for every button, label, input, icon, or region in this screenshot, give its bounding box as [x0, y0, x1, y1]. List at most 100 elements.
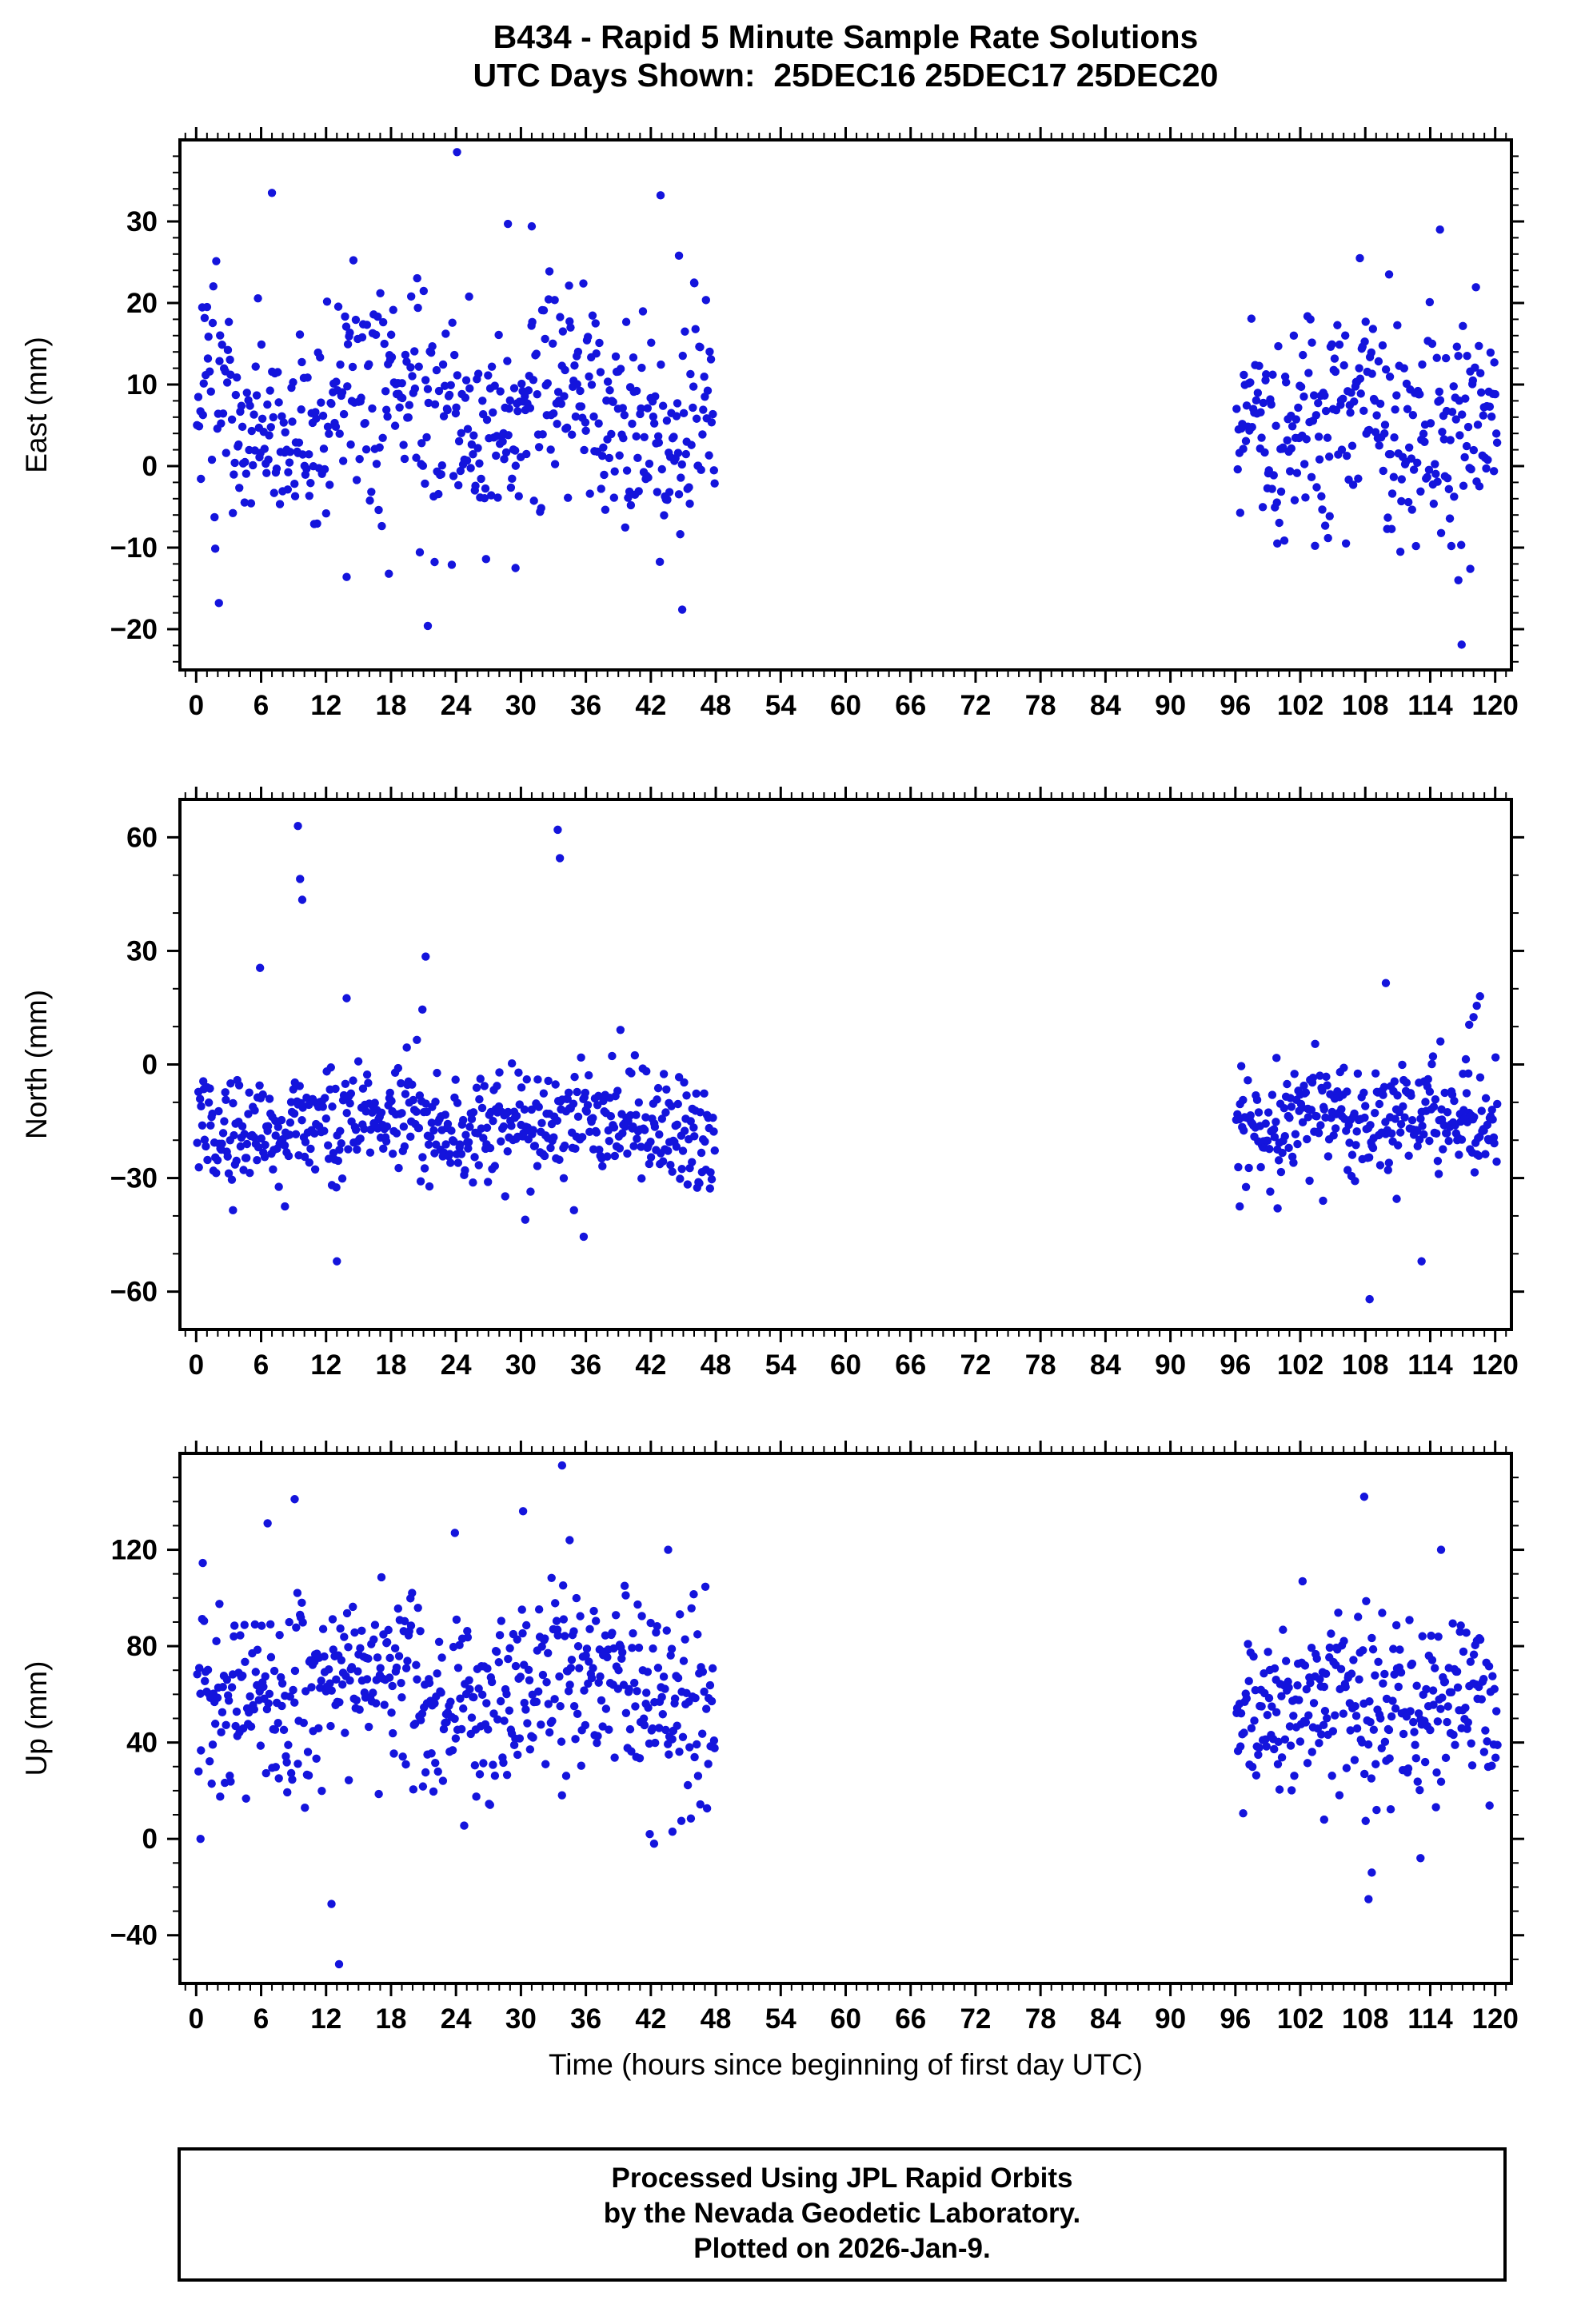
svg-text:120: 120	[1471, 2003, 1518, 2035]
svg-text:48: 48	[701, 690, 732, 721]
svg-text:30: 30	[126, 935, 158, 967]
svg-text:36: 36	[570, 2003, 601, 2035]
svg-text:30: 30	[505, 1349, 537, 1381]
svg-text:72: 72	[960, 1349, 991, 1381]
svg-text:0: 0	[142, 1050, 158, 1081]
svg-text:20: 20	[126, 288, 158, 319]
svg-text:24: 24	[441, 1349, 472, 1381]
north-panel: 0 6 12 18 24 30 36 42 48 54 60 66 72 78 84 90 96 102 108 11…	[20, 787, 1524, 1381]
svg-text:6: 6	[254, 2003, 269, 2035]
svg-text:60: 60	[126, 822, 158, 853]
plot-frame	[178, 798, 1513, 1331]
svg-text:36: 36	[570, 1349, 601, 1381]
svg-text:114: 114	[1407, 1349, 1453, 1381]
svg-text:120: 120	[111, 1535, 158, 1566]
data-points	[193, 1461, 1502, 1969]
axes	[167, 787, 1524, 1342]
svg-text:30: 30	[505, 2003, 537, 2035]
svg-text:84: 84	[1090, 1349, 1121, 1381]
svg-text:0: 0	[142, 1824, 158, 1855]
svg-text:78: 78	[1025, 1349, 1056, 1381]
x-axis-label: Time (hours since beginning of first day…	[548, 2048, 1144, 2081]
footer-line2: by the Nevada Geodetic Laboratory.	[603, 2198, 1081, 2229]
svg-text:30: 30	[126, 206, 158, 237]
svg-text:30: 30	[505, 690, 537, 721]
svg-text:96: 96	[1220, 1349, 1251, 1381]
svg-text:60: 60	[830, 1349, 861, 1381]
svg-text:0: 0	[189, 690, 204, 721]
svg-text:12: 12	[310, 2003, 341, 2035]
svg-text:102: 102	[1277, 2003, 1323, 2035]
axis-labels: 0 6 12 18 24 30 36 42 48 54 60 66 72 78 84 90 96 102 108 11…	[20, 206, 1519, 721]
plot-frame	[178, 138, 1513, 672]
svg-text:54: 54	[765, 690, 796, 721]
svg-text:−60: −60	[110, 1277, 158, 1308]
svg-text:10: 10	[126, 369, 158, 401]
svg-text:6: 6	[254, 1349, 269, 1381]
svg-text:0: 0	[142, 451, 158, 482]
svg-text:84: 84	[1090, 2003, 1121, 2035]
svg-text:0: 0	[189, 1349, 204, 1381]
svg-text:108: 108	[1342, 690, 1388, 721]
svg-text:90: 90	[1155, 1349, 1186, 1381]
svg-text:−10: −10	[110, 532, 158, 564]
svg-text:66: 66	[895, 1349, 926, 1381]
svg-text:6: 6	[254, 690, 269, 721]
svg-text:54: 54	[765, 2003, 796, 2035]
svg-text:72: 72	[960, 2003, 991, 2035]
svg-text:24: 24	[441, 690, 472, 721]
svg-text:60: 60	[830, 2003, 861, 2035]
svg-text:108: 108	[1342, 2003, 1388, 2035]
svg-text:48: 48	[701, 1349, 732, 1381]
svg-text:114: 114	[1407, 2003, 1453, 2035]
y-axis-label: North (mm)	[20, 990, 53, 1139]
svg-text:114: 114	[1407, 690, 1453, 721]
svg-text:0: 0	[189, 2003, 204, 2035]
data-points	[193, 821, 1502, 1304]
svg-text:66: 66	[895, 690, 926, 721]
svg-text:54: 54	[765, 1349, 796, 1381]
svg-text:90: 90	[1155, 690, 1186, 721]
svg-text:42: 42	[635, 1349, 666, 1381]
svg-text:90: 90	[1155, 2003, 1186, 2035]
svg-text:108: 108	[1342, 1349, 1388, 1381]
svg-text:18: 18	[375, 690, 406, 721]
svg-text:120: 120	[1471, 1349, 1518, 1381]
svg-text:42: 42	[635, 690, 666, 721]
svg-text:18: 18	[375, 1349, 406, 1381]
svg-text:12: 12	[310, 1349, 341, 1381]
axis-labels: 0 6 12 18 24 30 36 42 48 54 60 66 72 78 84 90 96 102 108 11…	[20, 822, 1519, 1381]
svg-text:102: 102	[1277, 690, 1323, 721]
svg-text:96: 96	[1220, 690, 1251, 721]
svg-text:84: 84	[1090, 690, 1121, 721]
axis-labels: 0 6 12 18 24 30 36 42 48 54 60 66 72 78 84 90 96 102 108 11…	[20, 1535, 1519, 2035]
footer-line3: Plotted on 2026-Jan-9.	[693, 2233, 991, 2264]
svg-text:40: 40	[126, 1728, 158, 1759]
y-axis-label: East (mm)	[20, 337, 53, 473]
svg-text:66: 66	[895, 2003, 926, 2035]
svg-text:12: 12	[310, 690, 341, 721]
plot-frame	[178, 1452, 1513, 1985]
footer-line1: Processed Using JPL Rapid Orbits	[611, 2163, 1073, 2194]
svg-text:36: 36	[570, 690, 601, 721]
svg-text:60: 60	[830, 690, 861, 721]
svg-text:−30: −30	[110, 1163, 158, 1194]
footer-box: Processed Using JPL Rapid Orbits by the …	[178, 2147, 1507, 2282]
y-axis-label: Up (mm)	[20, 1661, 53, 1776]
chart-title-line1: B434 - Rapid 5 Minute Sample Rate Soluti…	[493, 18, 1199, 55]
svg-text:78: 78	[1025, 2003, 1056, 2035]
svg-text:48: 48	[701, 2003, 732, 2035]
svg-text:24: 24	[441, 2003, 472, 2035]
east-panel: 0 6 12 18 24 30 36 42 48 54 60 66 72 78 84 90 96 102 108 11…	[20, 127, 1524, 721]
svg-text:102: 102	[1277, 1349, 1323, 1381]
svg-text:80: 80	[126, 1631, 158, 1662]
chart-title-line2: UTC Days Shown: 25DEC16 25DEC17 25DEC20	[473, 57, 1219, 94]
svg-text:78: 78	[1025, 690, 1056, 721]
svg-text:72: 72	[960, 690, 991, 721]
svg-text:−20: −20	[110, 614, 158, 645]
axes	[167, 127, 1524, 683]
svg-text:42: 42	[635, 2003, 666, 2035]
svg-text:120: 120	[1471, 690, 1518, 721]
up-panel: 0 6 12 18 24 30 36 42 48 54 60 66 72 78 84 90 96 102 108 11…	[20, 1441, 1524, 2035]
